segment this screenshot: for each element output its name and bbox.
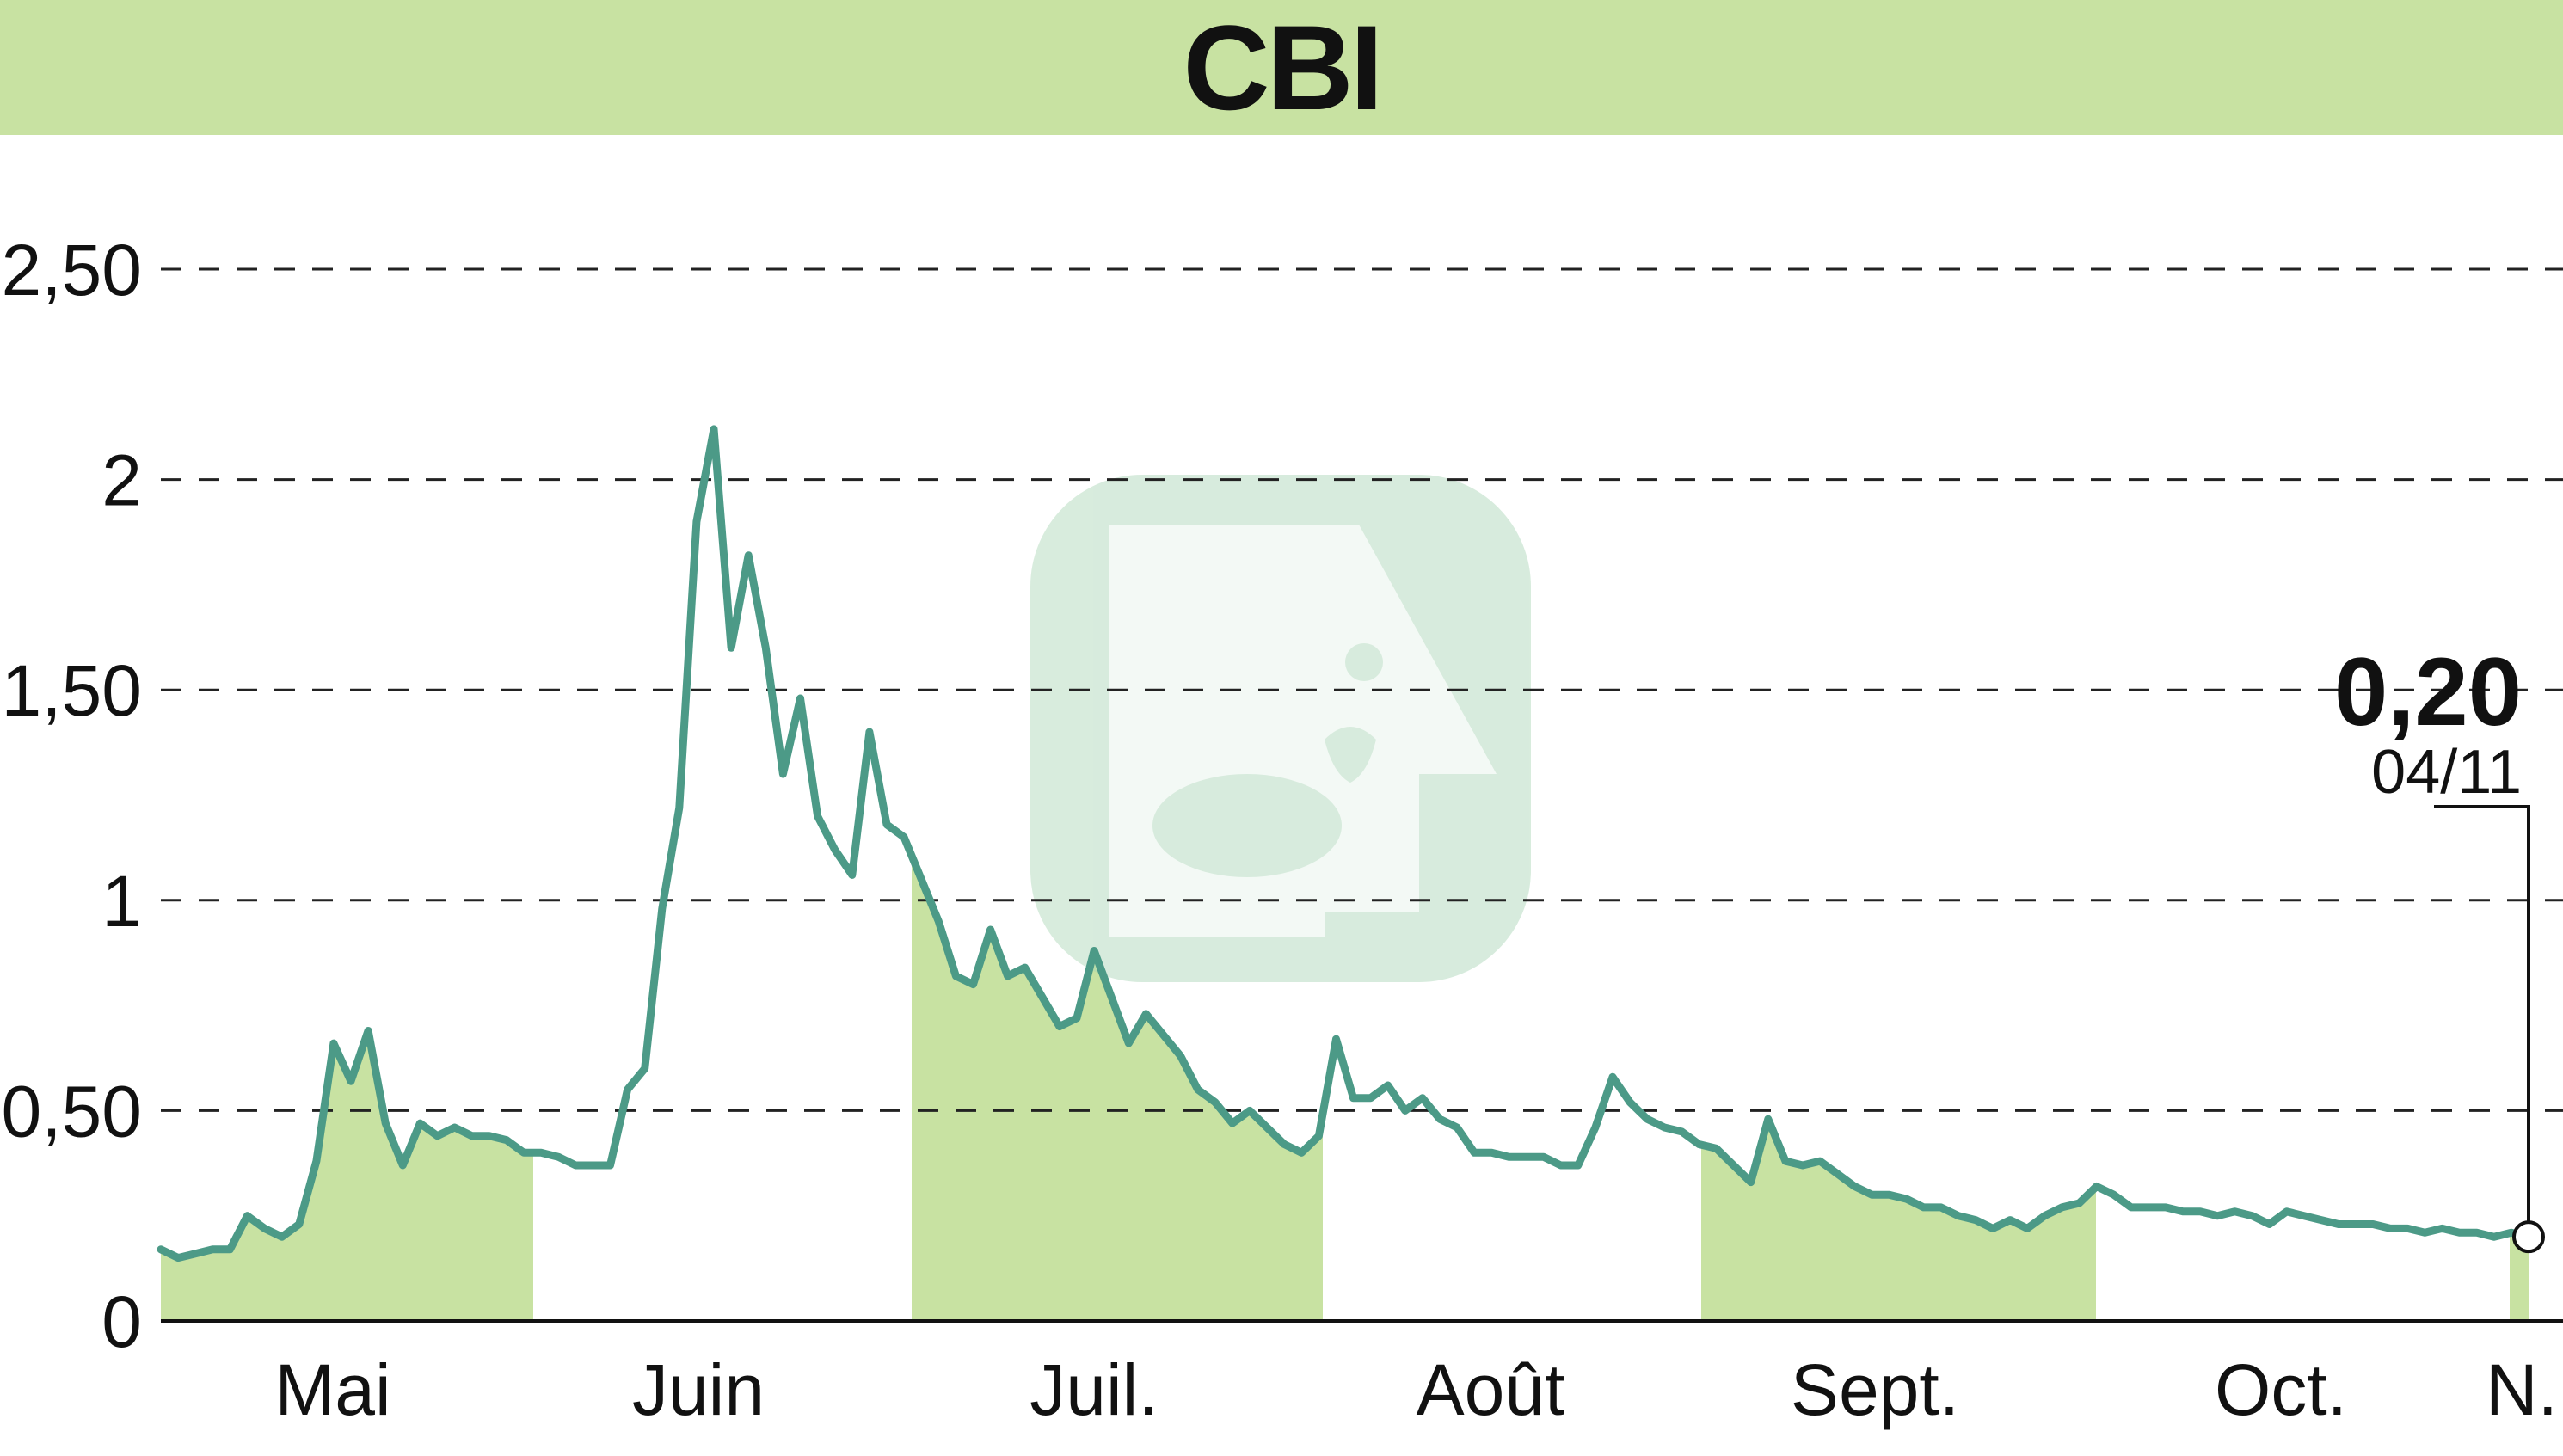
x-axis: Mai Juin Juil. Août Sept. Oct. N. — [274, 1349, 2558, 1430]
x-tick-label-6: N. — [2486, 1349, 2558, 1430]
x-tick-label-4: Sept. — [1791, 1349, 1959, 1430]
x-tick-label-5: Oct. — [2215, 1349, 2347, 1430]
title-banner: CBI — [0, 0, 2563, 135]
y-tick-label-0: 0 — [101, 1281, 142, 1362]
y-tick-label-4: 2 — [101, 440, 142, 521]
price-line — [157, 425, 2533, 1262]
last-value-marker — [2512, 1220, 2545, 1254]
y-axis: 0 0,50 1 1,50 2 2,50 — [2, 230, 143, 1362]
shaded-band-4 — [1701, 1123, 2096, 1321]
grid-lines — [161, 267, 2563, 1323]
last-value-label: 0,20 — [2334, 638, 2522, 746]
shaded-band-0 — [161, 1033, 533, 1321]
x-tick-label-2: Juil. — [1030, 1349, 1158, 1430]
x-tick-label-1: Juin — [632, 1349, 765, 1430]
last-value-callout: 0,20 04/11 — [2334, 638, 2545, 1254]
shaded-band-6 — [2510, 1232, 2529, 1321]
chart-title: CBI — [1183, 0, 1383, 135]
y-tick-label-3: 1,50 — [2, 650, 143, 731]
callout-leader-line — [2434, 805, 2530, 1223]
x-tick-label-3: Août — [1417, 1349, 1565, 1430]
y-tick-label-1: 0,50 — [2, 1071, 143, 1152]
y-tick-label-5: 2,50 — [2, 230, 143, 310]
month-shading — [161, 856, 2529, 1321]
y-tick-label-2: 1 — [101, 861, 142, 942]
shaded-band-2 — [912, 856, 1323, 1321]
bull-logo-icon — [1030, 475, 1531, 982]
last-date-label: 04/11 — [2371, 738, 2522, 807]
x-tick-label-0: Mai — [274, 1349, 390, 1430]
